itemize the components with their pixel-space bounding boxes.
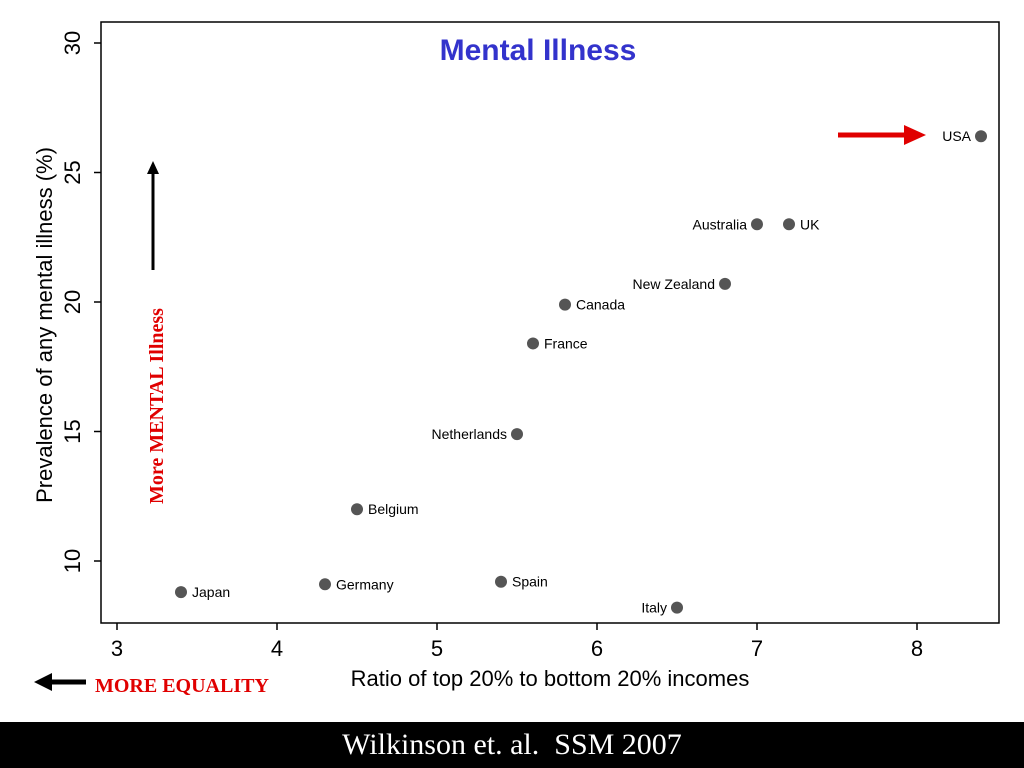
point-label: Netherlands: [432, 426, 508, 442]
point-label: Germany: [336, 576, 394, 592]
data-point: [975, 130, 987, 143]
x-tick-label: 7: [751, 636, 763, 661]
data-point: [719, 277, 731, 290]
y-tick-label: 25: [60, 160, 85, 184]
point-label: Italy: [641, 600, 667, 616]
point-label: USA: [942, 128, 971, 144]
data-point: [351, 503, 363, 516]
x-tick-label: 3: [111, 636, 123, 661]
more-equality-annotation: MORE EQUALITY: [95, 675, 269, 697]
point-label: UK: [800, 216, 820, 232]
point-label: Canada: [576, 297, 625, 313]
plot-frame: [100, 21, 1000, 624]
x-tick-label: 4: [271, 636, 283, 661]
point-label: France: [544, 335, 588, 351]
y-tick-label: 15: [60, 419, 85, 443]
x-tick-label: 5: [431, 636, 443, 661]
point-label: Spain: [512, 574, 548, 590]
y-tick-label: 10: [60, 549, 85, 573]
point-label: Belgium: [368, 501, 419, 517]
up-arrow-icon: [147, 161, 159, 270]
x-tick-label: 6: [591, 636, 603, 661]
data-point: [671, 601, 683, 614]
y-tick-label: 20: [60, 290, 85, 314]
y-tick-label: 30: [60, 31, 85, 55]
point-label: Australia: [693, 216, 748, 232]
data-point: [783, 218, 795, 231]
data-point: [175, 586, 187, 599]
citation-text: Wilkinson et. al. SSM 2007: [342, 728, 682, 761]
x-axis: 3 4 5 6 7 8: [111, 623, 923, 661]
y-axis-title: Prevalence of any mental illness (%): [32, 147, 57, 503]
data-point: [495, 575, 507, 588]
point-label: New Zealand: [633, 276, 716, 292]
x-axis-title: Ratio of top 20% to bottom 20% incomes: [351, 666, 750, 691]
more-mental-illness-annotation: More MENTAL Illness: [146, 308, 168, 504]
data-points: USA Australia UK New Zealand Canada France Net…: [175, 128, 987, 616]
data-point: [511, 428, 523, 441]
point-label: Japan: [192, 584, 230, 600]
right-arrow-icon: [838, 125, 926, 145]
data-point: [527, 337, 539, 350]
y-axis: 10 15 20 25 30: [60, 31, 101, 573]
scatter-chart: 3 4 5 6 7 8 10 15 20 25 30 USA Australia UK New Zeal…: [32, 21, 1000, 697]
data-point: [559, 298, 571, 311]
data-point: [751, 218, 763, 231]
chart-title: Mental Illness: [440, 34, 637, 67]
citation-footer: Wilkinson et. al. SSM 2007: [0, 722, 1024, 768]
x-tick-label: 8: [911, 636, 923, 661]
data-point: [319, 578, 331, 591]
left-arrow-icon: [34, 673, 86, 691]
